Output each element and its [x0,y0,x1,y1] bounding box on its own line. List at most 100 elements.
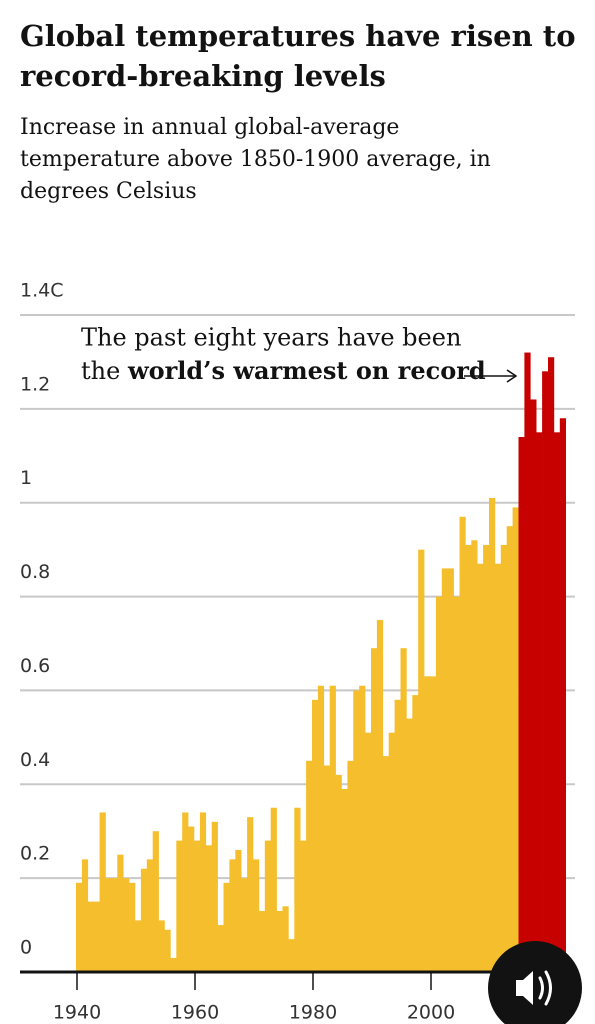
bar [553,432,561,973]
chart-subtitle: Increase in annual global-average [20,115,399,140]
y-tick-label: 1.4C [20,280,63,302]
bar [376,620,384,972]
bar [264,840,271,972]
x-tick-label: 1940 [53,1002,101,1024]
bar [99,812,106,972]
bar [111,878,118,972]
y-tick-label: 0.8 [20,561,50,583]
bar [87,901,94,972]
speaker-icon [516,971,533,1005]
bar [388,732,395,972]
bar [382,756,389,972]
bar [76,882,83,972]
bar [412,695,419,972]
bar [365,732,372,972]
bar [400,648,407,972]
y-tick-label: 0.6 [20,655,50,677]
bar [453,596,460,972]
annotation-bold: world’s warmest on record [127,356,486,385]
bar [258,910,266,972]
bar [530,399,537,972]
bar [223,882,230,972]
bar [93,901,100,972]
bar [306,760,313,972]
chart-title: record-breaking levels [20,59,386,93]
bar [312,699,319,972]
bar [559,418,566,972]
bar [489,498,496,972]
bar [441,568,448,972]
bar [229,859,236,972]
bar [471,540,478,972]
bar [323,765,330,972]
bar [129,882,136,972]
bar [81,859,89,972]
bar [140,868,148,972]
bar [341,788,348,972]
annotation-arrowhead [506,369,518,383]
y-tick-label: 0.2 [20,843,50,865]
x-tick-label: 1980 [289,1002,337,1024]
bar [235,849,242,972]
bar [494,563,502,972]
bar [435,596,443,972]
bar [483,544,490,972]
bar [347,760,354,972]
bar [542,371,549,972]
annotation-text: the [81,357,120,385]
bar [500,544,507,972]
bar [288,939,295,972]
bar [406,718,413,972]
audio-button-bg[interactable] [488,941,582,1024]
bar [211,821,218,972]
x-tick-label: 1960 [171,1002,219,1024]
annotation: The past eight years have been [81,324,461,352]
bar [205,845,212,972]
bar [188,826,195,972]
bar [176,840,183,972]
bar [135,920,142,972]
bar [459,516,466,972]
bar [418,549,425,972]
bar [294,807,301,972]
bar [146,859,153,972]
chart-subtitle: degrees Celsius [20,179,197,204]
bar [164,929,171,972]
bar [424,676,431,972]
bar [536,432,543,973]
chart-subtitle: temperature above 1850-1900 average, in [20,147,491,172]
bar [430,676,437,972]
chart-title: Global temperatures have risen to [20,19,576,53]
bar [253,859,260,972]
bar [270,807,277,972]
bar [317,685,325,972]
bar [105,878,112,972]
y-tick-label: 1 [20,467,32,489]
bar [371,648,378,972]
x-tick-label: 2000 [407,1002,455,1024]
bar [241,878,248,972]
audio-button[interactable] [488,941,582,1024]
bar [152,831,159,972]
y-tick-label: 1.2 [20,373,50,395]
bar [182,812,189,972]
bar [447,568,454,972]
y-tick-label: 0 [20,937,32,959]
bar [335,774,342,972]
bar [217,925,224,972]
header: Global temperatures have risen to record-… [20,19,576,204]
bar [506,526,513,972]
plot: 00.20.40.60.811.21.4C1940196019802000202… [20,280,575,1024]
y-tick-label: 0.4 [20,749,50,771]
bar [477,563,484,972]
speaker-waves [538,970,552,1006]
bar [158,920,165,972]
bar [282,906,289,972]
bar [247,817,254,972]
bar [300,840,307,972]
bar [117,854,124,972]
bar [465,544,472,972]
bar [353,690,360,972]
bar [359,685,366,972]
